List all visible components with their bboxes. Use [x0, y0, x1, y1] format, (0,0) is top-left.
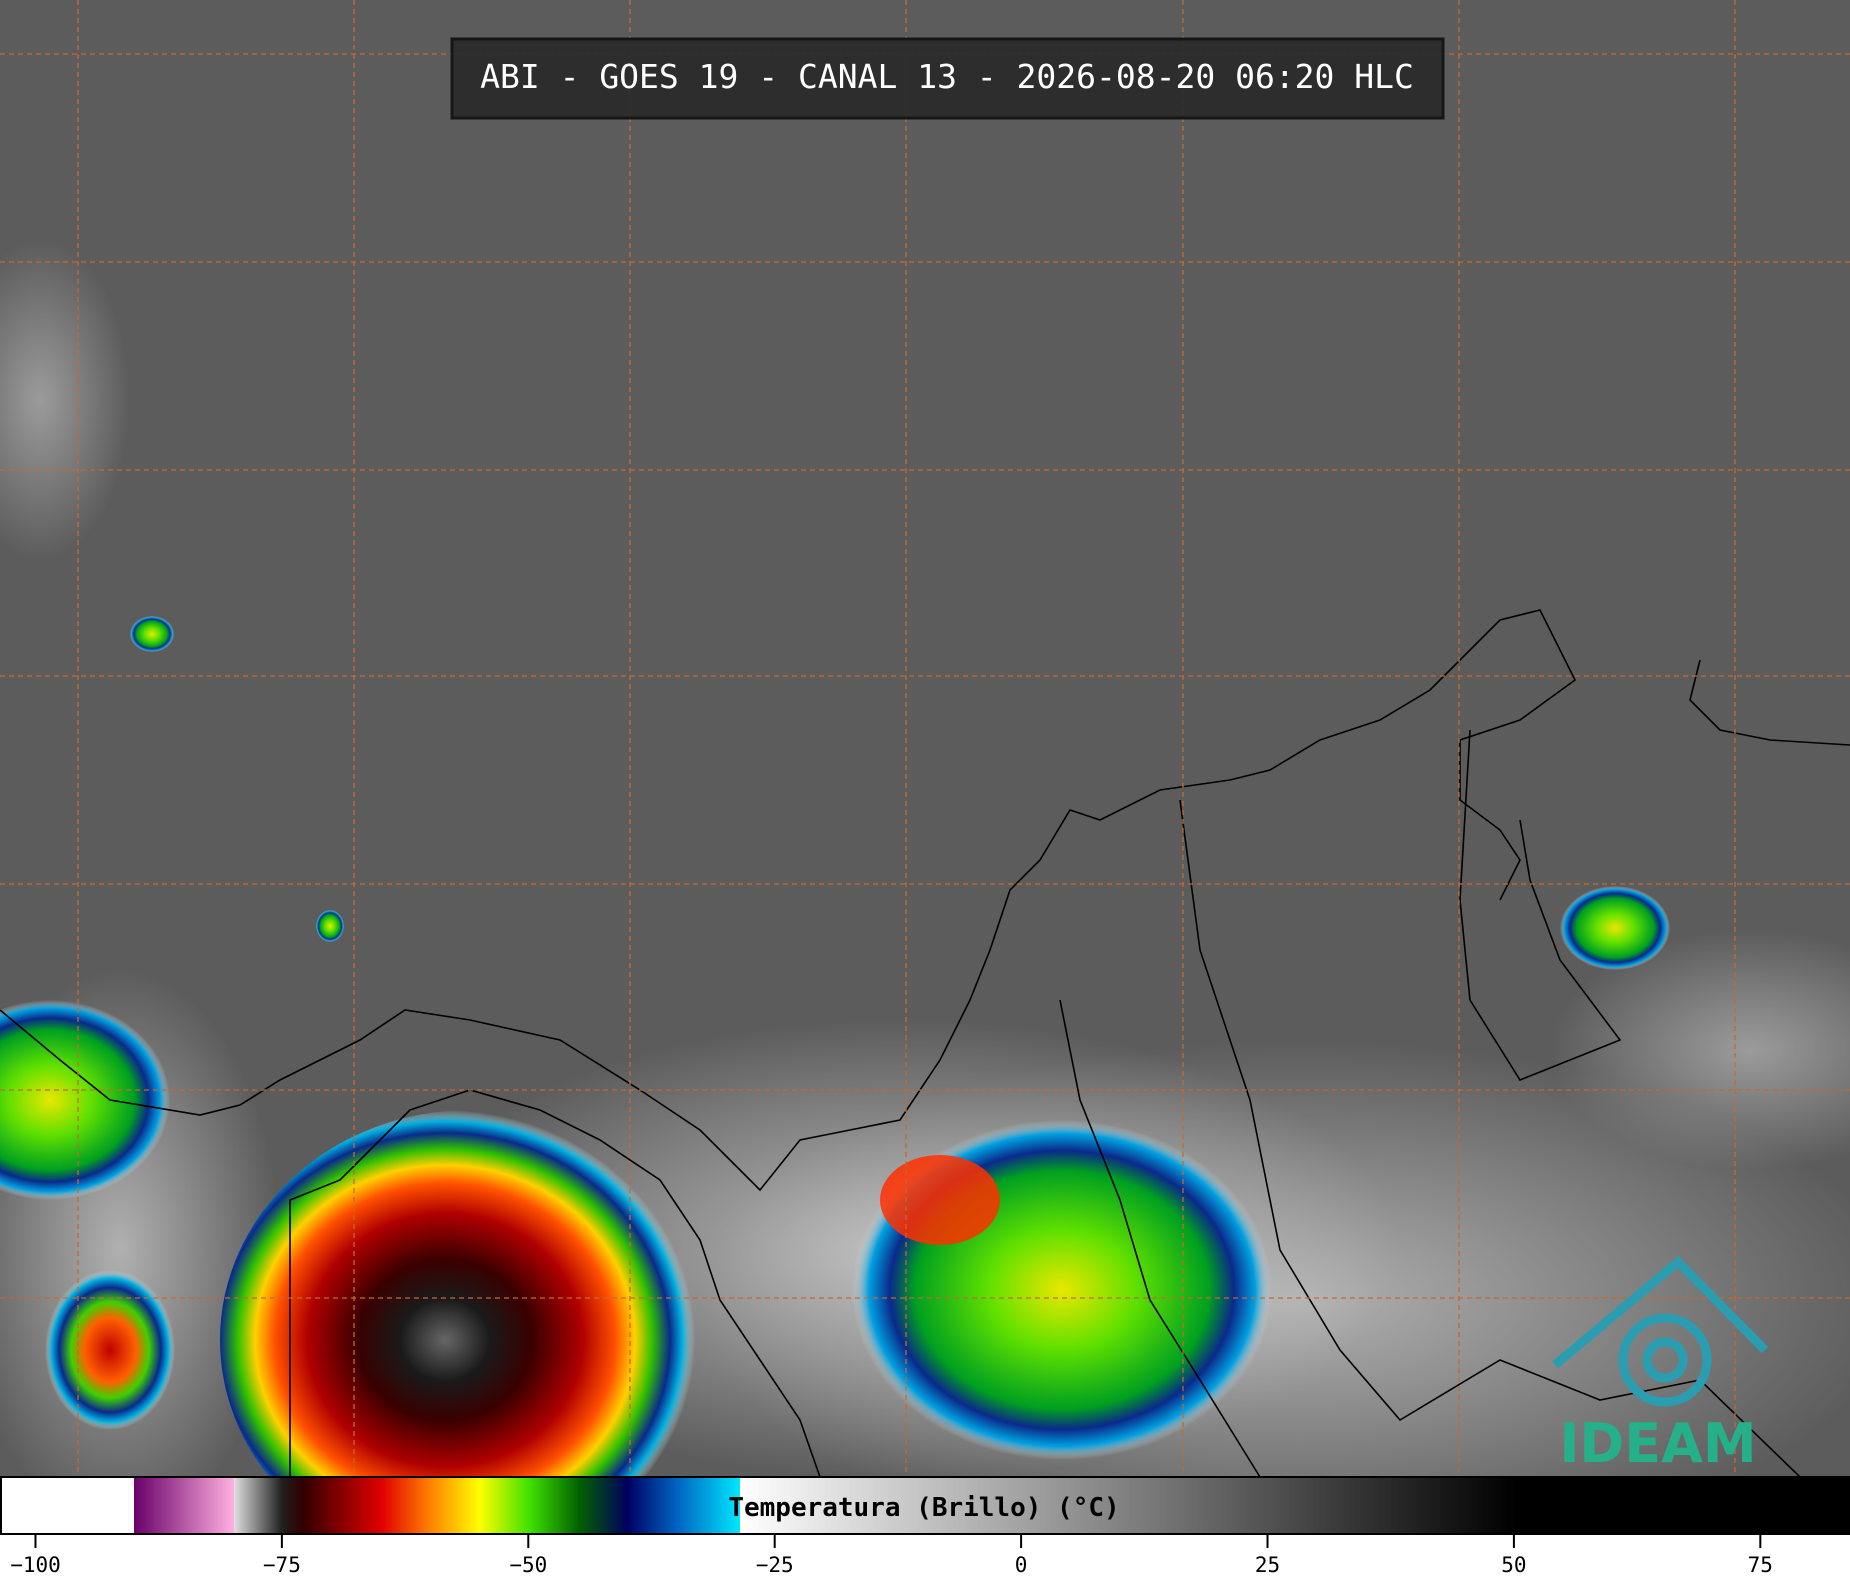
title: ABI - GOES 19 - CANAL 13 - 2026-08-20 06…: [480, 57, 1414, 96]
colorbar-label: Temperatura (Brillo) (°C): [728, 1493, 1119, 1523]
tick-label: −100: [10, 1553, 61, 1577]
tick-label: 0: [1015, 1553, 1028, 1577]
colorbar: [0, 1476, 1850, 1535]
title-box: [450, 37, 1445, 120]
tick-label: 50: [1501, 1553, 1526, 1577]
logo-text: IDEAM: [1559, 1412, 1756, 1475]
colorbar-ticks: −100 −75 −50 −25 0 25 50 75: [10, 1534, 1773, 1577]
tick-label: −75: [263, 1553, 301, 1577]
tick-label: −25: [756, 1553, 794, 1577]
tick-label: 75: [1748, 1553, 1773, 1577]
graticule: [0, 0, 1850, 1477]
tick-label: 25: [1255, 1553, 1280, 1577]
tick-label: −50: [509, 1553, 547, 1577]
logo-mark: [1552, 1255, 1769, 1407]
